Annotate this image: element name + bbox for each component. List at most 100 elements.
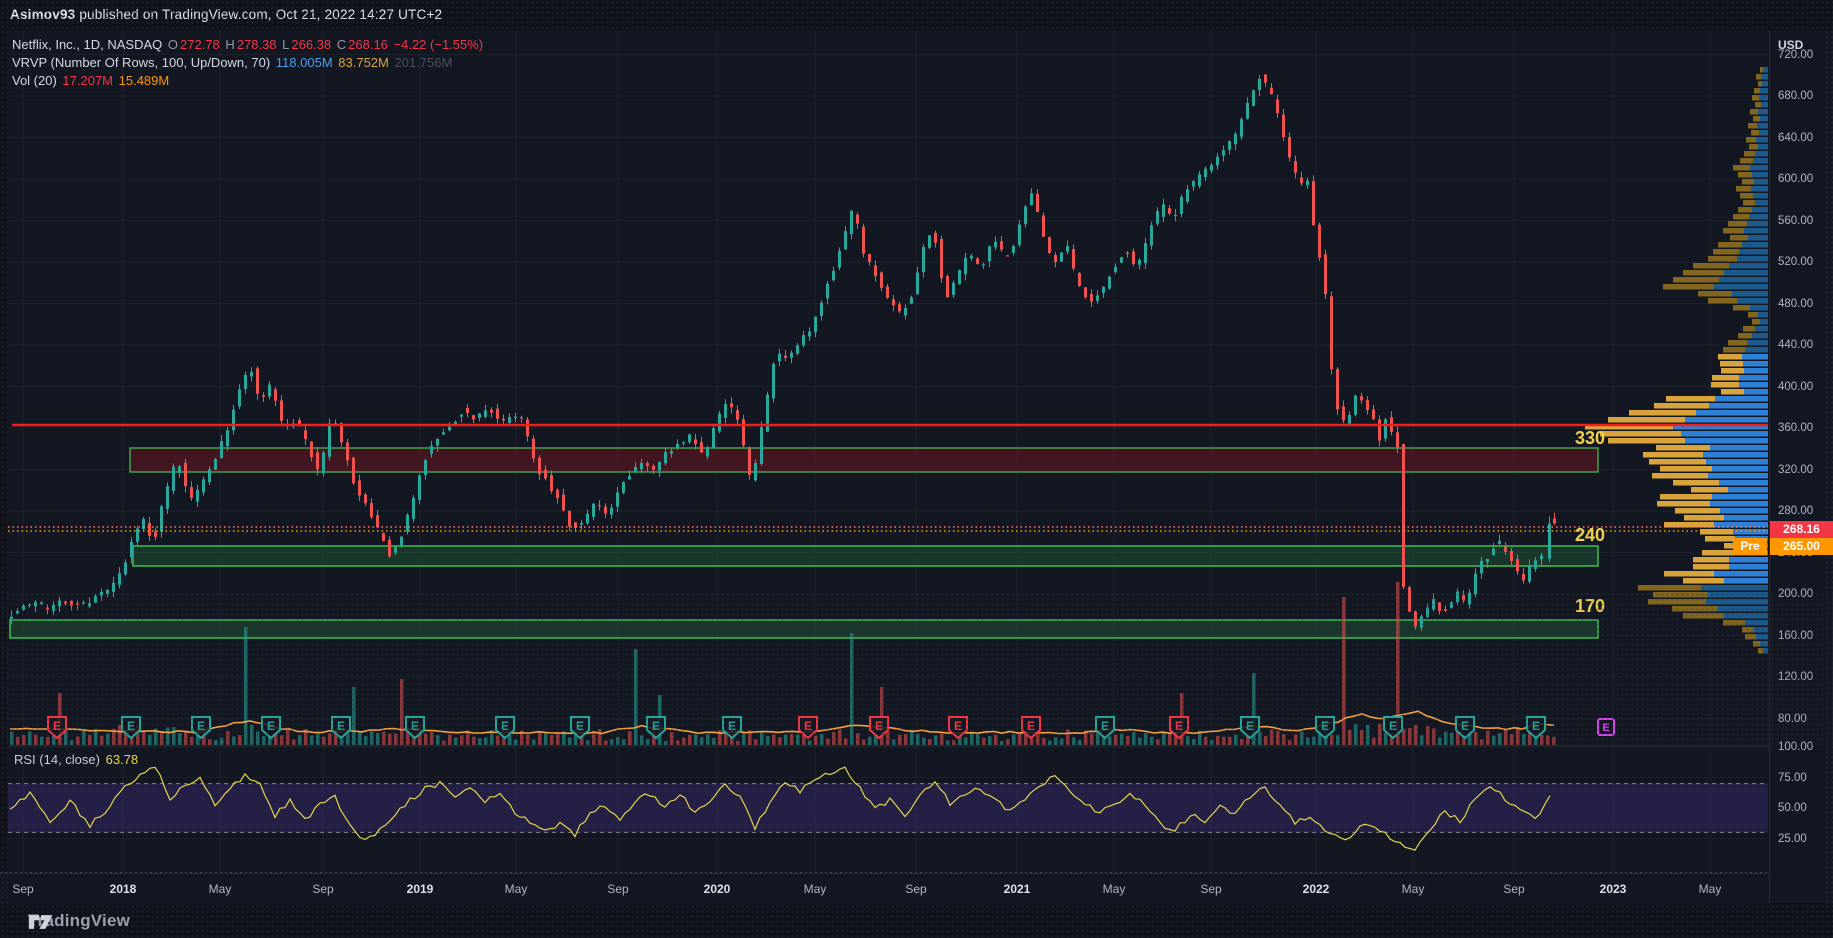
price-tick-label: 360.00	[1778, 422, 1814, 434]
earnings-icon[interactable]	[495, 716, 515, 740]
zone-rectangle[interactable]	[132, 545, 1599, 567]
price-tick-label: 120.00	[1778, 671, 1814, 683]
legend-ohlc-row[interactable]: Netflix, Inc., 1D, NASDAQ O 272.78 H 278.3…	[12, 36, 485, 54]
svg-text:E: E	[576, 719, 584, 733]
svg-text:E: E	[127, 719, 135, 733]
rsi-legend-text: 63.78	[105, 752, 139, 767]
earnings-icon[interactable]	[1526, 716, 1546, 740]
svg-text:E: E	[1175, 719, 1183, 733]
time-axis-year-label: 2019	[406, 882, 434, 896]
legend-text: 278.38	[236, 37, 281, 52]
legend-volume-row[interactable]: Vol (20) 17.207M 15.489M	[12, 72, 485, 90]
svg-text:E: E	[1246, 719, 1254, 733]
earnings-icon[interactable]	[1169, 716, 1189, 740]
price-tick-label: 440.00	[1778, 339, 1814, 351]
zone-rectangle[interactable]	[9, 619, 1599, 639]
earnings-icon[interactable]	[1240, 716, 1260, 740]
support-resistance-zones	[9, 447, 1599, 639]
rsi-pane-bg	[8, 747, 1769, 873]
earnings-icon[interactable]	[646, 716, 666, 740]
tradingview-logo[interactable]: TradingView	[28, 911, 130, 931]
rsi-tick-label: 75.00	[1778, 771, 1807, 784]
svg-text:E: E	[501, 719, 509, 733]
rsi-legend[interactable]: RSI (14, close) 63.78	[14, 752, 140, 767]
legend-text: C	[336, 37, 347, 52]
rsi-pane	[8, 766, 1768, 851]
earnings-icon[interactable]	[1455, 716, 1475, 740]
rsi-line	[9, 766, 1551, 851]
price-tick-label: 400.00	[1778, 380, 1814, 393]
legend-text: 83.752M	[338, 55, 393, 70]
rsi-tick-label: 100.00	[1778, 741, 1814, 753]
price-tick-label: 200.00	[1778, 588, 1814, 600]
legend-text: Netflix, Inc., 1D, NASDAQ	[12, 37, 166, 52]
earnings-icon[interactable]	[261, 716, 281, 740]
earnings-icon[interactable]	[722, 716, 742, 740]
time-axis-year-label: 2021	[1003, 882, 1031, 896]
time-axis-month-label: Sep	[607, 882, 629, 896]
earnings-icon[interactable]	[331, 716, 351, 740]
svg-text:E: E	[804, 719, 812, 733]
price-axis[interactable]: USD 720.00 680.00 640.00 600.00 560.00 520.00…	[1769, 30, 1833, 903]
earnings-icon[interactable]	[1383, 716, 1403, 740]
earnings-icon[interactable]	[798, 716, 818, 740]
svg-text:E: E	[1321, 719, 1329, 733]
legend-text: Vol (20)	[12, 73, 61, 88]
upcoming-earnings-icon[interactable]	[1597, 718, 1615, 736]
tradingview-logo-icon	[28, 915, 53, 929]
legend-text: VRVP (Number Of Rows, 100, Up/Down, 70)	[12, 55, 274, 70]
price-pane-bg	[8, 30, 1769, 746]
earnings-icon[interactable]	[1315, 716, 1335, 740]
price-tick-label: 160.00	[1778, 629, 1814, 642]
time-axis-month-label: May	[1698, 882, 1722, 896]
currency-label: USD	[1778, 38, 1804, 52]
earnings-icon[interactable]	[869, 716, 889, 740]
earnings-icon[interactable]	[47, 716, 67, 740]
rsi-legend-text: RSI (14, close)	[14, 752, 104, 767]
time-axis[interactable]: Sep 2018 May Sep 2019 May Sep 2020 May Sep 2021 May…	[0, 873, 1769, 905]
time-axis-month-label: May	[1401, 882, 1425, 896]
legend-text: 17.207M	[62, 73, 117, 88]
price-tick-label: 560.00	[1778, 214, 1814, 227]
legend-text: 201.756M	[394, 55, 453, 70]
zone-rectangle[interactable]	[129, 447, 1599, 473]
time-axis-month-label: May	[1102, 882, 1126, 896]
earnings-icon[interactable]	[121, 716, 141, 740]
volume-profile	[1585, 67, 1768, 654]
legend-vrvp-row[interactable]: VRVP (Number Of Rows, 100, Up/Down, 70) …	[12, 54, 485, 72]
legend-text: O	[167, 37, 178, 52]
price-tick-label: 480.00	[1778, 297, 1814, 310]
price-tick-label: 600.00	[1778, 173, 1814, 185]
legend-text: 266.38	[291, 37, 335, 52]
pane-separators	[0, 745, 1833, 873]
time-axis-month-label: Sep	[12, 882, 34, 896]
last-price-badge: 268.16	[1770, 521, 1833, 538]
earnings-icon[interactable]	[191, 716, 211, 740]
candlestick-series	[10, 74, 1556, 632]
symbol-legend[interactable]: Netflix, Inc., 1D, NASDAQ O 272.78 H 278.3…	[12, 36, 485, 90]
earnings-icon[interactable]	[948, 716, 968, 740]
price-tick-label: 720.00	[1778, 48, 1814, 61]
time-axis-month-label: Sep	[905, 882, 927, 896]
time-axis-year-label: 2020	[703, 882, 731, 896]
svg-text:E: E	[1461, 719, 1469, 733]
time-axis-year-label: 2022	[1302, 882, 1330, 896]
legend-text: L	[282, 37, 290, 52]
earnings-icon[interactable]	[570, 716, 590, 740]
earnings-icon[interactable]	[1021, 716, 1041, 740]
svg-text:E: E	[1389, 719, 1397, 733]
svg-text:E: E	[1532, 719, 1540, 733]
legend-text: H	[225, 37, 235, 52]
earnings-icon[interactable]	[1095, 716, 1115, 740]
time-axis-month-label: Sep	[312, 882, 334, 896]
time-axis-month-label: May	[803, 882, 827, 896]
time-axis-year-label: 2018	[109, 882, 137, 896]
earnings-icon[interactable]	[405, 716, 425, 740]
zone-price-label: 330	[1575, 428, 1605, 448]
zone-price-label: 240	[1575, 525, 1605, 545]
svg-text:E: E	[411, 719, 419, 733]
time-axis-month-label: Sep	[1200, 882, 1222, 896]
svg-text:E: E	[197, 719, 205, 733]
